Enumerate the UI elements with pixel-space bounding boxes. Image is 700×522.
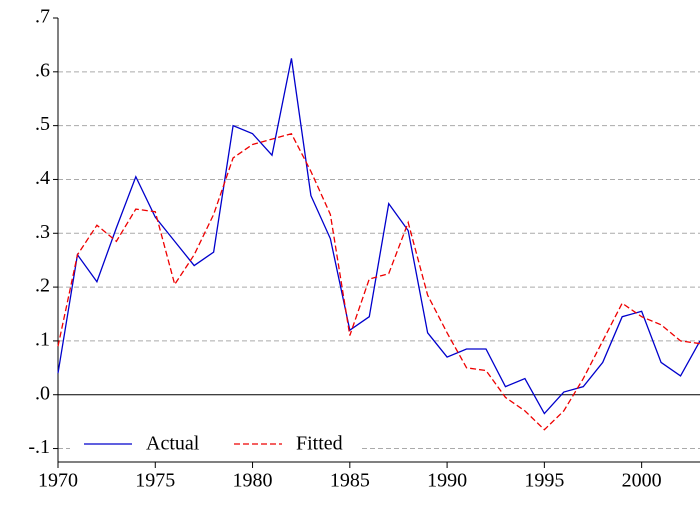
y-tick-label: .0 bbox=[35, 382, 50, 404]
y-tick-label: .1 bbox=[35, 329, 50, 351]
x-tick-label: 1995 bbox=[524, 470, 564, 492]
x-tick-label: 1975 bbox=[135, 470, 175, 492]
y-tick-label: .3 bbox=[35, 221, 50, 243]
y-tick-label: .2 bbox=[35, 275, 50, 297]
y-tick-label: .6 bbox=[35, 59, 50, 81]
series-line bbox=[57, 58, 700, 415]
series-line bbox=[57, 132, 700, 431]
y-tick-label: .5 bbox=[35, 113, 50, 135]
x-tick-label: 1970 bbox=[38, 470, 78, 492]
x-tick-label: 1990 bbox=[427, 470, 467, 492]
y-tick-label: -.1 bbox=[28, 436, 50, 458]
y-tick-label: .4 bbox=[35, 167, 50, 189]
x-tick-label: 1985 bbox=[330, 470, 370, 492]
legend-label: Fitted bbox=[296, 433, 343, 455]
x-tick-label: 2000 bbox=[622, 470, 662, 492]
legend-label: Actual bbox=[146, 433, 200, 455]
y-tick-label: .7 bbox=[35, 6, 50, 28]
legend: Actual Fitted bbox=[70, 430, 360, 458]
x-tick-label: 1980 bbox=[233, 470, 273, 492]
